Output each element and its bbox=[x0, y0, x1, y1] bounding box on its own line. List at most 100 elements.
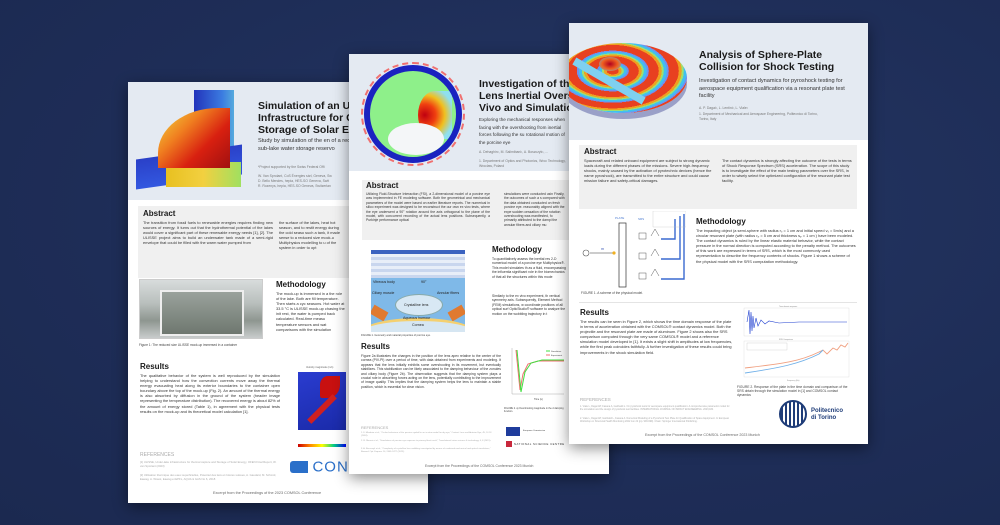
srs-plot-frame bbox=[743, 340, 850, 378]
author: D. Bello Mendes, hepia, HES-SO Geneva, S… bbox=[258, 179, 330, 183]
time-response-series bbox=[746, 309, 847, 335]
figure-eye-geometry: Vitreous body 90° Ciliary muscle Annular… bbox=[371, 250, 465, 332]
authors: A. Dehaghin¹, M. Salimibani¹, A. Boszczy… bbox=[479, 150, 549, 154]
poster-subtitle: Study by simulation of the en of a reduc… bbox=[258, 138, 405, 152]
methodology-text: The mock-up is immersed in a the role of… bbox=[276, 291, 345, 332]
author: R. Rozenys, hepia, HES-SO Geneva, Switze… bbox=[258, 184, 331, 188]
author: W. Van Sprolant, CoS Énergies sàrl, Gene… bbox=[258, 174, 332, 178]
figure2-caption: FIGURE 2. a) Overshooting magnitude in t… bbox=[504, 407, 564, 414]
poster-sphere-plate-collision[interactable]: Analysis of Sphere-Plate Collision for S… bbox=[569, 23, 868, 444]
reference-item: 2. Viale L, Dagai AP, Garibaldi L, Fasan… bbox=[580, 417, 730, 424]
chart-legend bbox=[746, 342, 788, 351]
abstract-text-col2: simulations were conducted usin Finally,… bbox=[504, 192, 565, 227]
reference-item: 1. F. Mirabain et al., "Ocular behaviour… bbox=[361, 432, 492, 437]
reference-item: [1] ULISSE, Under-lake infrastructure fo… bbox=[140, 460, 277, 468]
abstract-box bbox=[579, 145, 857, 209]
results-heading: Results bbox=[580, 308, 609, 317]
abstract-heading: Abstract bbox=[143, 209, 176, 218]
chart-bottom-title: SRS Comparison bbox=[779, 339, 793, 341]
figure-velocity-simulation bbox=[298, 372, 346, 430]
impactor-icon bbox=[582, 249, 590, 257]
authors: W. Van Sprolant, CoS Énergies sàrl, Gene… bbox=[258, 174, 332, 189]
abstract-text: Utilizing Fluid-Structure Interaction (F… bbox=[366, 192, 490, 223]
figure2-caption: FIGURE 2. Response of the plate in the t… bbox=[737, 385, 848, 398]
title-line: Lens Inertial Oversh bbox=[479, 90, 580, 102]
mass-label: m bbox=[601, 247, 604, 251]
figure2-title: Velocity magnitude (m/s) bbox=[306, 366, 334, 369]
poster-footer: Excerpt from the Proceedings of the 2023… bbox=[213, 491, 322, 495]
references-heading: REFERENCES bbox=[361, 425, 389, 430]
title-line: Collision for Shock Testing bbox=[699, 61, 835, 73]
series-experiment bbox=[515, 349, 564, 391]
label-vitreous-body: Vitreous body bbox=[373, 280, 395, 284]
logo-text: Politecnico bbox=[811, 408, 844, 414]
series-comsol bbox=[744, 349, 824, 374]
header-image-tank-simulation bbox=[136, 90, 246, 198]
label-crystalline-lens: Crystalline lens bbox=[404, 303, 429, 307]
references-heading: REFERENCES bbox=[580, 397, 611, 402]
figure1-caption: Figure 1: The reduced size ULISSE mock-u… bbox=[139, 343, 238, 347]
results-heading: Results bbox=[361, 342, 390, 351]
material-properties-table bbox=[371, 250, 465, 278]
poster-subtitle: Investigation of contact dynamics for py… bbox=[699, 78, 845, 100]
figure-mockup-photo bbox=[139, 279, 263, 339]
overshoot-chart: Simulation Experiment Time (s) bbox=[511, 348, 564, 401]
affiliation: 1. Department of Optics and Photonics, W… bbox=[479, 159, 566, 168]
comsol-logo: CON bbox=[290, 458, 349, 476]
srs-label: SRS bbox=[638, 217, 644, 221]
project-note: *Project supported by the Swiss Federal … bbox=[258, 165, 325, 169]
eu-logo-text: European Commission bbox=[523, 430, 546, 432]
title-line: Investigation of the bbox=[479, 78, 576, 90]
abstract-box bbox=[362, 180, 609, 240]
results-heading: Results bbox=[140, 362, 169, 371]
results-text: The results can be seen in Figure 2, whi… bbox=[580, 319, 733, 355]
abstract-heading: Abstract bbox=[584, 147, 617, 156]
series-reference bbox=[744, 342, 849, 369]
methodology-heading: Methodology bbox=[276, 280, 326, 289]
poster-title: Simulation of an Unde Infrastructure for… bbox=[258, 100, 372, 136]
title-line: Vivo and Simulation bbox=[479, 102, 580, 114]
x-axis-label: Frequency (Hz) bbox=[787, 380, 800, 382]
legend-experiment: Experiment bbox=[551, 354, 562, 357]
header-image-eye-model bbox=[361, 62, 465, 166]
label-annular-fibers: Annular fibers bbox=[437, 291, 460, 295]
methodology-text-2: Similarly to the ex vivo experiment, th … bbox=[492, 294, 566, 316]
color-legend-bar bbox=[298, 444, 346, 447]
title-line: Infrastructure for Capt bbox=[258, 112, 370, 124]
chart-top-title: Time domain response bbox=[779, 306, 797, 308]
reference-item: 3. A. Boszczyk et al., "Complexity of cr… bbox=[361, 448, 491, 453]
figure-physical-model-scheme: PLATE SRS m bbox=[582, 211, 686, 288]
figure1-caption: FIGURE 1. Geometry and material properti… bbox=[361, 334, 431, 337]
abstract-text-col2: the surface of the lakes, heat hot seaso… bbox=[279, 220, 340, 251]
divider bbox=[579, 302, 857, 303]
time-plot-frame bbox=[743, 307, 850, 337]
affiliation: 1. Department of Mechanical and Aerospac… bbox=[699, 112, 818, 121]
eu-logo bbox=[506, 427, 520, 436]
label-rotation-angle: 90° bbox=[421, 280, 427, 284]
methodology-text: To quantitatively assess the inertial re… bbox=[492, 257, 566, 279]
ncn-logo bbox=[506, 441, 512, 447]
abstract-text: Spacecraft and related onboard equipment… bbox=[584, 158, 712, 184]
legend-simulation: Simulation bbox=[551, 350, 562, 353]
references-heading: REFERENCES bbox=[140, 452, 175, 458]
x-axis-label: Time (s) bbox=[534, 398, 543, 401]
plate-rect bbox=[618, 222, 627, 288]
politecnico-seal-icon bbox=[779, 400, 807, 428]
authors: A. P. Dagai¹, L. Lentini¹, L. Viale¹ bbox=[699, 106, 748, 110]
poster-subtitle: Exploring the mechanical responses when … bbox=[479, 117, 566, 145]
header-image-plate-simulation bbox=[569, 43, 687, 123]
logo-text: CON bbox=[312, 458, 349, 476]
abstract-text: The transition from fossil fuels to rene… bbox=[143, 220, 273, 246]
abstract-heading: Abstract bbox=[366, 181, 399, 190]
title-line: Storage of Solar Energ bbox=[258, 124, 372, 136]
series-simulation bbox=[516, 349, 564, 393]
poster-footer: Excerpt from the Proceedings of the COMS… bbox=[645, 433, 760, 437]
methodology-heading: Methodology bbox=[696, 217, 746, 226]
methodology-text: The impacting object (a semi-sphere with… bbox=[696, 228, 856, 264]
reference-item: 2. R. Marani et al., "Simulations of por… bbox=[361, 440, 491, 442]
poster-title: Analysis of Sphere-Plate Collision for S… bbox=[699, 49, 834, 73]
poster-lens-overshooting[interactable]: Investigation of the Lens Inertial Overs… bbox=[349, 54, 609, 474]
title-line: Simulation of an Unde bbox=[258, 100, 369, 112]
politecnico-logo: Politecnico di Torino bbox=[779, 400, 859, 430]
methodology-heading: Methodology bbox=[492, 245, 542, 254]
